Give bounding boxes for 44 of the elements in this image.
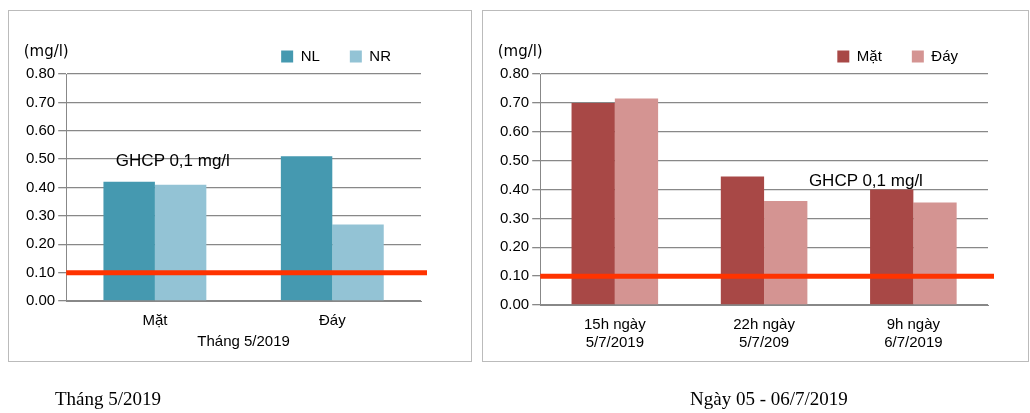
annotation: GHCP 0,1 mg/l xyxy=(808,170,923,190)
y-tick-label: 0.00 xyxy=(25,291,56,309)
y-tick-label: 0.60 xyxy=(499,121,530,139)
legend-label: NR xyxy=(369,46,392,64)
y-tick-label: 0.80 xyxy=(499,64,530,82)
x-tick-label: 15h ngày 5/7/2019 xyxy=(583,315,647,351)
bar xyxy=(720,176,765,305)
y-tick-label: 0.60 xyxy=(25,120,56,138)
y-tick-label: 0.50 xyxy=(25,149,56,167)
y-tick-label: 0.30 xyxy=(499,208,530,226)
bar xyxy=(103,181,155,301)
bar xyxy=(913,202,957,305)
x-tick-label: 9h ngày 6/7/2019 xyxy=(884,315,943,351)
x-tick-label: 22h ngày 5/7/209 xyxy=(733,315,796,351)
y-tick-label: 0.00 xyxy=(499,295,530,313)
text: Tháng 5/2019 xyxy=(55,388,162,410)
bar xyxy=(154,184,207,301)
y-axis-title: (mg/l) xyxy=(23,42,69,61)
bar xyxy=(614,98,659,305)
legend-label: NL xyxy=(300,46,320,64)
legend-label: Mặt xyxy=(856,46,883,64)
y-tick-label: 0.20 xyxy=(25,234,56,252)
y-axis-title: (mg/l) xyxy=(497,42,543,61)
x-tick-label: Đáy xyxy=(318,311,347,329)
x-tick-label: Mặt xyxy=(142,311,169,329)
bar xyxy=(764,201,808,305)
y-tick-label: 0.10 xyxy=(25,262,56,280)
annotation: GHCP 0,1 mg/l xyxy=(115,150,230,170)
x-axis-title: Tháng 5/2019 xyxy=(197,332,290,350)
y-tick-label: 0.70 xyxy=(25,92,56,110)
y-tick-label: 0.70 xyxy=(499,93,530,111)
bar xyxy=(870,189,914,305)
y-tick-label: 0.40 xyxy=(499,179,530,197)
text: Ngày 05 - 06/7/2019 xyxy=(690,388,848,410)
bar xyxy=(332,224,384,301)
y-tick-label: 0.50 xyxy=(499,150,530,168)
y-tick-label: 0.30 xyxy=(25,206,56,224)
y-tick-label: 0.10 xyxy=(499,266,530,284)
y-tick-label: 0.20 xyxy=(499,237,530,255)
bar xyxy=(280,156,333,301)
y-tick-label: 0.80 xyxy=(25,64,56,82)
y-tick-label: 0.40 xyxy=(25,177,56,195)
legend-label: Đáy xyxy=(931,46,959,64)
bar xyxy=(571,102,615,305)
